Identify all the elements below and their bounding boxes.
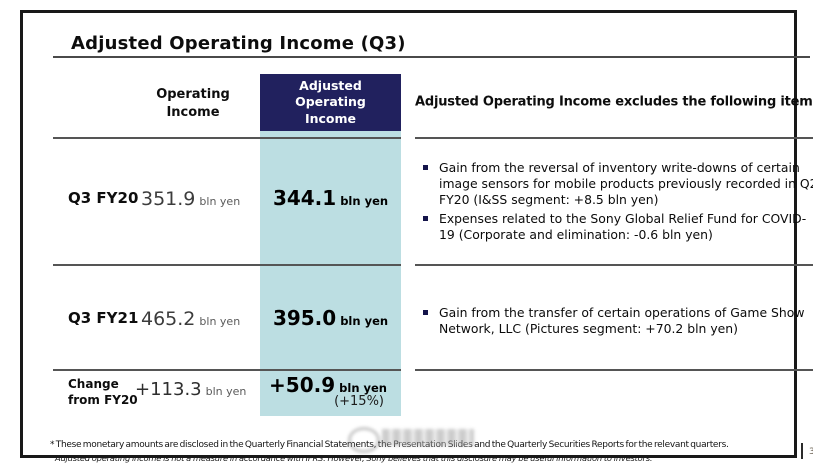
row-label-q3-fy21: Q3 FY21 <box>68 309 139 327</box>
divider-left-row2 <box>53 369 401 371</box>
excludes-header-text: Adjusted Operating Income excludes the f… <box>415 94 813 110</box>
divider-left-row1 <box>53 264 401 266</box>
bullet-square-icon <box>423 165 428 170</box>
change-operating-number: +113.3 <box>135 379 202 400</box>
footnote-ifrs-note: Adjusted operating income is not a measu… <box>55 453 653 463</box>
fy21-adjusted-value: 395.0 bln yen <box>260 306 401 330</box>
divider-left-header <box>53 137 401 139</box>
divider-right-row2 <box>415 369 813 371</box>
divider-right-row1 <box>415 264 813 266</box>
column-header-adjusted-operating-income: Adjusted Operating Income <box>260 74 401 131</box>
bullet-square-icon <box>423 215 428 221</box>
fy21-adjusted-unit: bln yen <box>340 314 389 328</box>
change-adjusted-value: +50.9 bln yen <box>260 373 387 397</box>
list-item-text: Gain from the transfer of certain operat… <box>439 305 805 336</box>
page-title: Adjusted Operating Income (Q3) <box>71 33 406 54</box>
list-item-text: Gain from the reversal of inventory writ… <box>439 160 813 207</box>
title-underline <box>53 56 810 58</box>
list-item: Expenses related to the Sony Global Reli… <box>422 211 813 243</box>
fy21-operating-number: 465.2 <box>141 308 196 330</box>
fy20-adjusted-value: 344.1 bln yen <box>260 186 401 210</box>
change-adjusted-unit: bln yen <box>339 381 387 395</box>
row-label-change-from-fy20: Change from FY20 <box>68 377 138 407</box>
fy20-exclusion-list: Gain from the reversal of inventory writ… <box>422 160 813 245</box>
list-item: Gain from the reversal of inventory writ… <box>422 160 813 208</box>
page-number-divider <box>801 443 803 459</box>
slide-frame: Adjusted Operating Income (Q3) Operating… <box>20 10 813 463</box>
fy21-operating-value: 465.2 bln yen <box>141 308 240 330</box>
column-header-operating-income: Operating Income <box>156 87 230 120</box>
fy20-operating-unit: bln yen <box>199 195 241 208</box>
list-item-text: Expenses related to the Sony Global Reli… <box>439 210 807 242</box>
divider-right-header <box>415 137 813 139</box>
change-adjusted-number: +50.9 <box>269 373 336 397</box>
fy21-operating-unit: bln yen <box>199 315 241 328</box>
row-label-q3-fy20: Q3 FY20 <box>68 189 139 207</box>
fy20-adjusted-unit: bln yen <box>340 194 389 208</box>
fy21-adjusted-number: 395.0 <box>272 306 337 330</box>
excludes-header: Adjusted Operating Income excludes the f… <box>415 93 813 109</box>
adjusted-column-highlight <box>260 131 401 416</box>
fy20-operating-number: 351.9 <box>141 188 196 210</box>
change-operating-unit: bln yen <box>205 385 247 398</box>
change-operating-value: +113.3 bln yen <box>135 379 246 400</box>
fy20-operating-value: 351.9 bln yen <box>141 188 240 210</box>
bullet-square-icon <box>423 310 428 315</box>
fy21-exclusion-list: Gain from the transfer of certain operat… <box>422 305 813 340</box>
page-number: 3 <box>809 447 813 457</box>
list-item: Gain from the transfer of certain operat… <box>422 305 813 337</box>
footnote-disclosure: * These monetary amounts are disclosed i… <box>50 440 729 450</box>
fy20-adjusted-number: 344.1 <box>272 186 337 210</box>
change-adjusted-percent: (+15%) <box>334 394 384 409</box>
